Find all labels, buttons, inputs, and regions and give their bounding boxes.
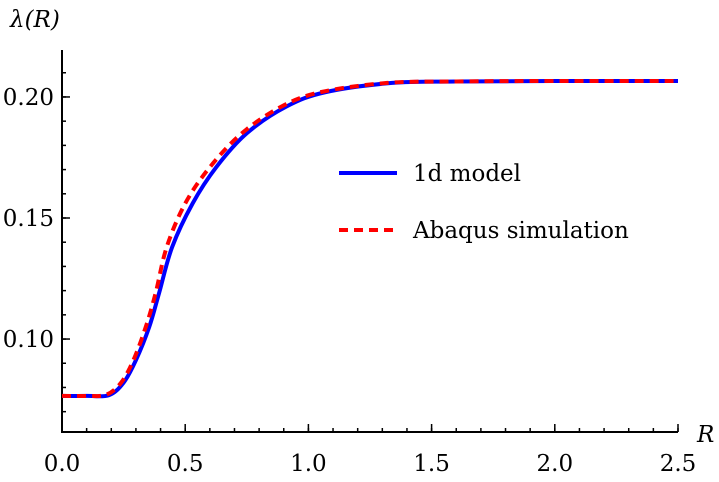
x-tick-label: 2.5 xyxy=(660,451,697,477)
axes: 0.0 0.5 1.0 1.5 2.0 2.5 0.10 0.15 0.20 xyxy=(3,50,697,477)
series-group xyxy=(61,78,679,399)
x-tick-label: 0.5 xyxy=(167,451,204,477)
y-tick-label: 0.20 xyxy=(3,85,54,111)
y-axis-label: λ(R) xyxy=(9,7,60,33)
x-tick-label: 2.0 xyxy=(537,451,574,477)
x-tick-label: 1.0 xyxy=(290,451,327,477)
legend: 1d model Abaqus simulation xyxy=(339,161,629,244)
y-tick-label: 0.10 xyxy=(3,327,54,353)
y-tick-label: 0.15 xyxy=(3,206,54,232)
x-axis-label: R xyxy=(696,422,714,448)
series-line-abaqus-simulation xyxy=(61,78,679,399)
x-tick-label: 1.5 xyxy=(413,451,450,477)
legend-label: Abaqus simulation xyxy=(412,218,629,244)
x-tick-label: 0.0 xyxy=(44,451,81,477)
legend-label: 1d model xyxy=(413,161,521,187)
